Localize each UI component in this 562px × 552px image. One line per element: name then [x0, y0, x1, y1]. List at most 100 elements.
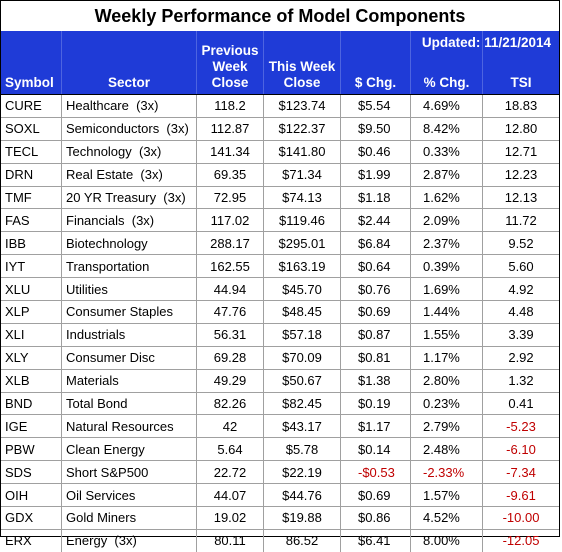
sector-cell: Semiconductors (3x) [62, 117, 197, 140]
sector-cell: Utilities [62, 278, 197, 301]
dollar-change-cell: $1.38 [341, 369, 411, 392]
percent-change-cell: -2.33% [411, 461, 483, 484]
this-week-close-cell: $45.70 [264, 278, 341, 301]
percent-change-cell: 2.80% [411, 369, 483, 392]
symbol-cell: IYT [1, 255, 62, 278]
header-pct-label: % Chg. [423, 75, 470, 90]
table-row: GDX Gold Miners 19.02 $19.88 $0.86 4.52% -10.0… [1, 507, 559, 530]
symbol-cell: SOXL [1, 117, 62, 140]
percent-change-cell: 2.48% [411, 438, 483, 461]
dollar-change-cell: $0.86 [341, 507, 411, 529]
tsi-cell: 12.80 [504, 121, 538, 137]
dollar-change-cell: $1.18 [341, 186, 411, 209]
sector-cell: Real Estate (3x) [62, 163, 197, 186]
sector-cell: Energy (3x) [62, 529, 197, 552]
symbol-cell: DRN [1, 163, 62, 186]
previous-close-cell: 42 [197, 415, 264, 438]
dollar-change-cell: $0.64 [341, 255, 411, 278]
sector-cell: Materials [62, 369, 197, 392]
tsi-cell: 12.13 [504, 190, 538, 205]
symbol-cell: XLI [1, 323, 62, 346]
this-week-close-cell: $57.18 [264, 323, 341, 346]
symbol-cell: PBW [1, 438, 62, 461]
dollar-change-cell: $6.84 [341, 232, 411, 255]
symbol-cell: GDX [1, 507, 62, 529]
tsi-cell: -6.10 [506, 441, 536, 457]
previous-close-cell: 49.29 [197, 369, 264, 392]
previous-close-cell: 69.28 [197, 346, 264, 369]
this-week-close-cell: $5.78 [264, 438, 341, 461]
this-week-close-cell: $163.19 [264, 255, 341, 278]
table-row: XLY Consumer Disc 69.28 $70.09 $0.81 1.17% 2.9… [1, 346, 559, 370]
dollar-change-cell: $1.17 [341, 415, 411, 438]
percent-change-cell: 2.87% [411, 163, 483, 186]
symbol-cell: TECL [1, 140, 62, 163]
header-sector: Sector [62, 31, 197, 94]
this-week-close-cell: $71.34 [264, 163, 341, 186]
previous-close-cell: 162.55 [197, 255, 264, 278]
table-title: Weekly Performance of Model Components [1, 1, 559, 32]
percent-change-cell: 0.39% [411, 255, 483, 278]
header-chg-label: $ Chg. [354, 75, 397, 90]
previous-close-cell: 288.17 [197, 232, 264, 255]
percent-change-cell: 2.79% [411, 415, 483, 438]
dollar-change-cell: $9.50 [341, 117, 411, 140]
header-prev-line2: Week [212, 59, 248, 74]
tsi-cell: 4.92 [508, 281, 534, 297]
percent-change-cell: 8.00% [411, 529, 483, 552]
table-body: CURE Healthcare (3x) 118.2 $123.74 $5.54 4.69… [1, 95, 559, 552]
symbol-cell: OIH [1, 484, 62, 507]
sector-cell: Oil Services [62, 484, 197, 507]
header-this-line1: This Week [268, 59, 336, 74]
tsi-cell: 2.92 [508, 350, 534, 366]
symbol-cell: SDS [1, 461, 62, 484]
table-row: SDS Short S&P500 22.72 $22.19 -$0.53 -2.33% -7… [1, 461, 559, 485]
dollar-change-cell: $1.99 [341, 163, 411, 186]
previous-close-cell: 118.2 [197, 95, 264, 117]
header-prev-line3: Close [211, 75, 249, 90]
header-dollar-change: $ Chg. [341, 31, 411, 94]
dollar-change-cell: $0.46 [341, 140, 411, 163]
dollar-change-cell: $0.19 [341, 392, 411, 415]
header-tsi-label: TSI [510, 75, 532, 90]
sector-cell: Industrials [62, 323, 197, 346]
dollar-change-cell: $0.69 [341, 484, 411, 507]
table-row: SOXL Semiconductors (3x) 112.87 $122.37 $9.5… [1, 117, 559, 141]
table-row: DRN Real Estate (3x) 69.35 $71.34 $1.99 2.87%… [1, 163, 559, 187]
header-sector-label: Sector [107, 75, 151, 90]
table-row: XLU Utilities 44.94 $45.70 $0.76 1.69% 4.92 [1, 278, 559, 302]
table-row: TECL Technology (3x) 141.34 $141.80 $0.46 0.3… [1, 140, 559, 164]
table-row: PBW Clean Energy 5.64 $5.78 $0.14 2.48% -6.10 [1, 438, 559, 462]
symbol-cell: ERX [1, 529, 62, 552]
previous-close-cell: 47.76 [197, 301, 264, 323]
table-row: XLP Consumer Staples 47.76 $48.45 $0.69 1.44%… [1, 301, 559, 324]
sector-cell: Natural Resources [62, 415, 197, 438]
this-week-close-cell: $48.45 [264, 301, 341, 323]
tsi-cell: -7.34 [506, 464, 536, 480]
previous-close-cell: 5.64 [197, 438, 264, 461]
table-row: XLI Industrials 56.31 $57.18 $0.87 1.55% 3.39 [1, 323, 559, 347]
dollar-change-cell: -$0.53 [341, 461, 411, 484]
symbol-cell: XLY [1, 346, 62, 369]
header-this-line2: Close [283, 75, 321, 90]
sector-cell: Consumer Disc [62, 346, 197, 369]
previous-close-cell: 19.02 [197, 507, 264, 529]
previous-close-cell: 56.31 [197, 323, 264, 346]
dollar-change-cell: $0.69 [341, 301, 411, 323]
this-week-close-cell: $122.37 [264, 117, 341, 140]
this-week-close-cell: $141.80 [264, 140, 341, 163]
this-week-close-cell: $70.09 [264, 346, 341, 369]
dollar-change-cell: $0.87 [341, 323, 411, 346]
symbol-cell: IGE [1, 415, 62, 438]
this-week-close-cell: $19.88 [264, 507, 341, 529]
header-this-week-close: This Week Close [264, 31, 341, 94]
table-row: CURE Healthcare (3x) 118.2 $123.74 $5.54 4.69… [1, 95, 559, 118]
dollar-change-cell: $0.76 [341, 278, 411, 301]
this-week-close-cell: $119.46 [264, 209, 341, 232]
tsi-cell: -9.61 [506, 487, 536, 503]
table-row: IGE Natural Resources 42 $43.17 $1.17 2.79% -5… [1, 415, 559, 439]
tsi-cell: 0.41 [508, 396, 534, 412]
this-week-close-cell: $74.13 [264, 186, 341, 209]
symbol-cell: TMF [1, 186, 62, 209]
